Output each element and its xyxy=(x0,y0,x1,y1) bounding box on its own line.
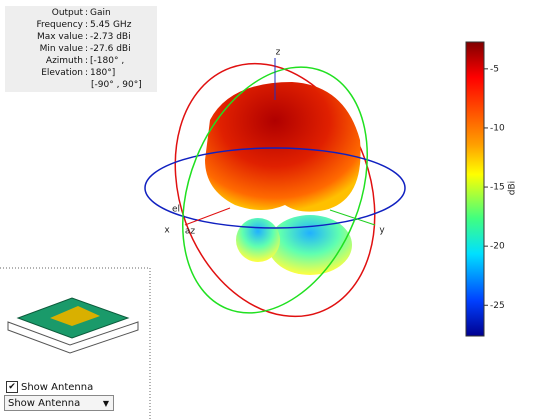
axis-label: z xyxy=(276,48,281,58)
info-row: Frequency:5.45 GHz xyxy=(5,19,155,31)
info-sep: : xyxy=(85,32,89,42)
back-lobe xyxy=(236,218,280,262)
info-value: -2.73 dBi xyxy=(90,32,131,42)
info-panel xyxy=(5,6,157,92)
checkbox-label: Show Antenna xyxy=(21,381,94,393)
info-sep: : xyxy=(85,56,89,66)
info-row: Min value: -27.6 dBi xyxy=(5,43,155,55)
elevation-cut xyxy=(174,62,376,318)
info-label: Min value xyxy=(39,44,83,54)
main-lobe xyxy=(205,82,361,212)
antenna-patch xyxy=(50,306,100,326)
info-sep: : xyxy=(85,20,89,30)
dropdown-arrow: ▼ xyxy=(102,399,109,408)
info-row: [-90° , 90°] xyxy=(91,80,142,90)
dropdown-value: Show Antenna xyxy=(8,398,81,409)
info-label: Elevation xyxy=(41,68,83,78)
checkbox[interactable]: ✔ xyxy=(6,381,18,393)
info-value: 5.45 GHz xyxy=(90,20,132,30)
elevation-cut xyxy=(181,66,369,314)
info-value: Gain xyxy=(90,8,111,18)
antenna-ground xyxy=(7,321,139,354)
info-sep: : xyxy=(85,8,89,18)
axis-label: x xyxy=(164,226,170,236)
info-row: Output: Gain xyxy=(5,7,155,19)
colorbar-tick-label: -15 xyxy=(490,183,505,193)
colorbar-tick-label: -10 xyxy=(490,123,505,133)
info-sep: : xyxy=(85,68,89,78)
info-label: Azimuth xyxy=(45,56,83,66)
colorbar-tick-label: -5 xyxy=(490,64,499,74)
dropdown[interactable]: Show Antenna ▼ xyxy=(4,395,114,411)
y-axis xyxy=(329,209,376,226)
axis-label: el xyxy=(172,205,180,215)
info-row: Max value: -2.73 dBi xyxy=(5,31,155,43)
axis-label: az xyxy=(185,227,196,237)
colorbar-tick-label: -20 xyxy=(490,242,505,252)
checkbox-row[interactable]: ✔ Show Antenna xyxy=(6,381,93,393)
axis-label: y xyxy=(379,226,385,236)
info-label: Output xyxy=(51,8,83,18)
info-row: Azimuth: [-180° , xyxy=(5,55,155,67)
info-label: Max value xyxy=(36,32,83,42)
x-axis xyxy=(184,207,231,226)
info-value: [-180° , xyxy=(90,56,125,66)
info-value: 180°] xyxy=(90,68,116,78)
info-sep: : xyxy=(85,44,89,54)
info-value: -27.6 dBi xyxy=(90,44,131,54)
back-lobe xyxy=(268,215,352,275)
info-row: Elevation:180°] xyxy=(5,67,155,79)
info-text: Output: Gain Frequency:5.45 GHz Max value: -… xyxy=(5,7,155,91)
colorbar xyxy=(465,41,485,337)
colorbar-label: dBi xyxy=(508,181,518,195)
info-label: Frequency xyxy=(36,20,84,30)
colorbar-tick-label: -25 xyxy=(490,301,505,311)
azimuth-cut xyxy=(144,147,406,229)
